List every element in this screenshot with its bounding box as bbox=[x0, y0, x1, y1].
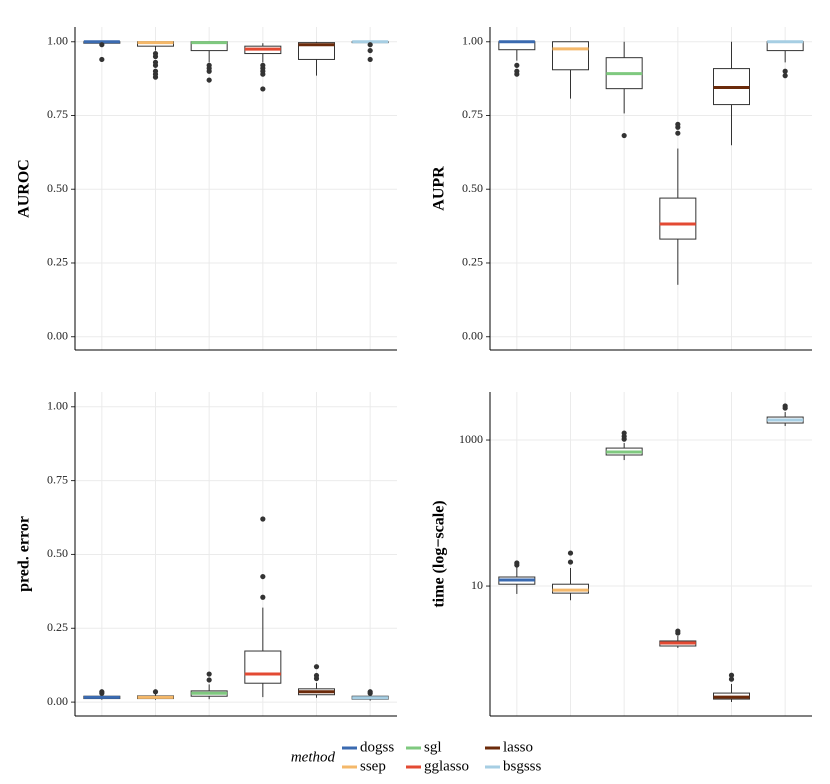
outlier bbox=[313, 664, 320, 670]
y-tick-label: 0.25 bbox=[462, 255, 483, 269]
legend-label: gglasso bbox=[424, 758, 469, 774]
outlier bbox=[728, 676, 735, 682]
outlier bbox=[260, 573, 266, 580]
outlier bbox=[675, 130, 681, 136]
y-tick-label: 0.25 bbox=[47, 255, 68, 269]
legend-label: lasso bbox=[503, 739, 533, 755]
outlier bbox=[514, 71, 520, 77]
y-tick-label: 1.00 bbox=[47, 399, 68, 413]
outlier bbox=[152, 689, 159, 695]
y-axis-label: pred. error bbox=[16, 516, 33, 592]
outlier bbox=[260, 86, 266, 92]
outlier bbox=[99, 56, 105, 63]
y-tick-label: 0.00 bbox=[47, 694, 68, 708]
outlier bbox=[206, 62, 212, 68]
y-tick-label: 0.00 bbox=[462, 328, 483, 342]
box bbox=[552, 41, 589, 71]
box bbox=[244, 650, 282, 684]
y-axis-label: AUPR bbox=[431, 166, 448, 211]
outlier bbox=[260, 594, 266, 600]
outlier bbox=[313, 672, 320, 679]
box bbox=[659, 197, 697, 240]
outlier bbox=[367, 47, 373, 54]
y-axis-label: AUROC bbox=[16, 159, 33, 218]
y-tick-label: 0.75 bbox=[47, 107, 68, 121]
y-axis-label: time (log−scale) bbox=[431, 500, 448, 607]
y-tick-label: 0.50 bbox=[462, 181, 483, 195]
y-tick-label: 0.75 bbox=[462, 107, 483, 121]
legend-label: ssep bbox=[360, 758, 386, 774]
outlier bbox=[621, 132, 627, 139]
outlier bbox=[514, 562, 520, 568]
outlier bbox=[260, 516, 266, 522]
outlier bbox=[206, 677, 212, 683]
box bbox=[298, 42, 335, 60]
y-tick-label: 10 bbox=[471, 578, 483, 592]
legend-label: bsgsss bbox=[503, 758, 542, 774]
outlier bbox=[206, 77, 212, 83]
y-tick-label: 0.00 bbox=[47, 328, 68, 342]
outlier bbox=[367, 56, 373, 63]
y-tick-label: 0.50 bbox=[47, 181, 68, 195]
outlier bbox=[152, 59, 159, 65]
outlier bbox=[782, 405, 788, 411]
outlier bbox=[367, 42, 373, 48]
outlier bbox=[782, 68, 788, 74]
y-tick-label: 1.00 bbox=[462, 33, 483, 47]
outlier bbox=[782, 73, 788, 79]
outlier bbox=[728, 672, 735, 678]
outlier bbox=[621, 436, 627, 442]
outlier bbox=[367, 689, 373, 695]
outlier bbox=[675, 121, 681, 127]
outlier bbox=[152, 50, 159, 57]
legend-label: sgl bbox=[424, 739, 442, 755]
outlier bbox=[567, 559, 574, 565]
y-tick-label: 1.00 bbox=[47, 33, 68, 47]
outlier bbox=[567, 550, 574, 556]
outlier bbox=[675, 630, 681, 636]
legend-title: method bbox=[291, 749, 336, 765]
outlier bbox=[260, 62, 266, 68]
legend-label: dogss bbox=[360, 739, 394, 755]
outlier bbox=[99, 42, 105, 48]
y-tick-label: 0.25 bbox=[47, 620, 68, 634]
outlier bbox=[206, 671, 212, 677]
outlier bbox=[99, 689, 105, 695]
y-tick-label: 0.50 bbox=[47, 546, 68, 560]
outlier bbox=[514, 62, 520, 68]
outlier bbox=[152, 68, 159, 74]
y-tick-label: 0.75 bbox=[47, 472, 68, 486]
y-tick-label: 1000 bbox=[459, 432, 483, 446]
